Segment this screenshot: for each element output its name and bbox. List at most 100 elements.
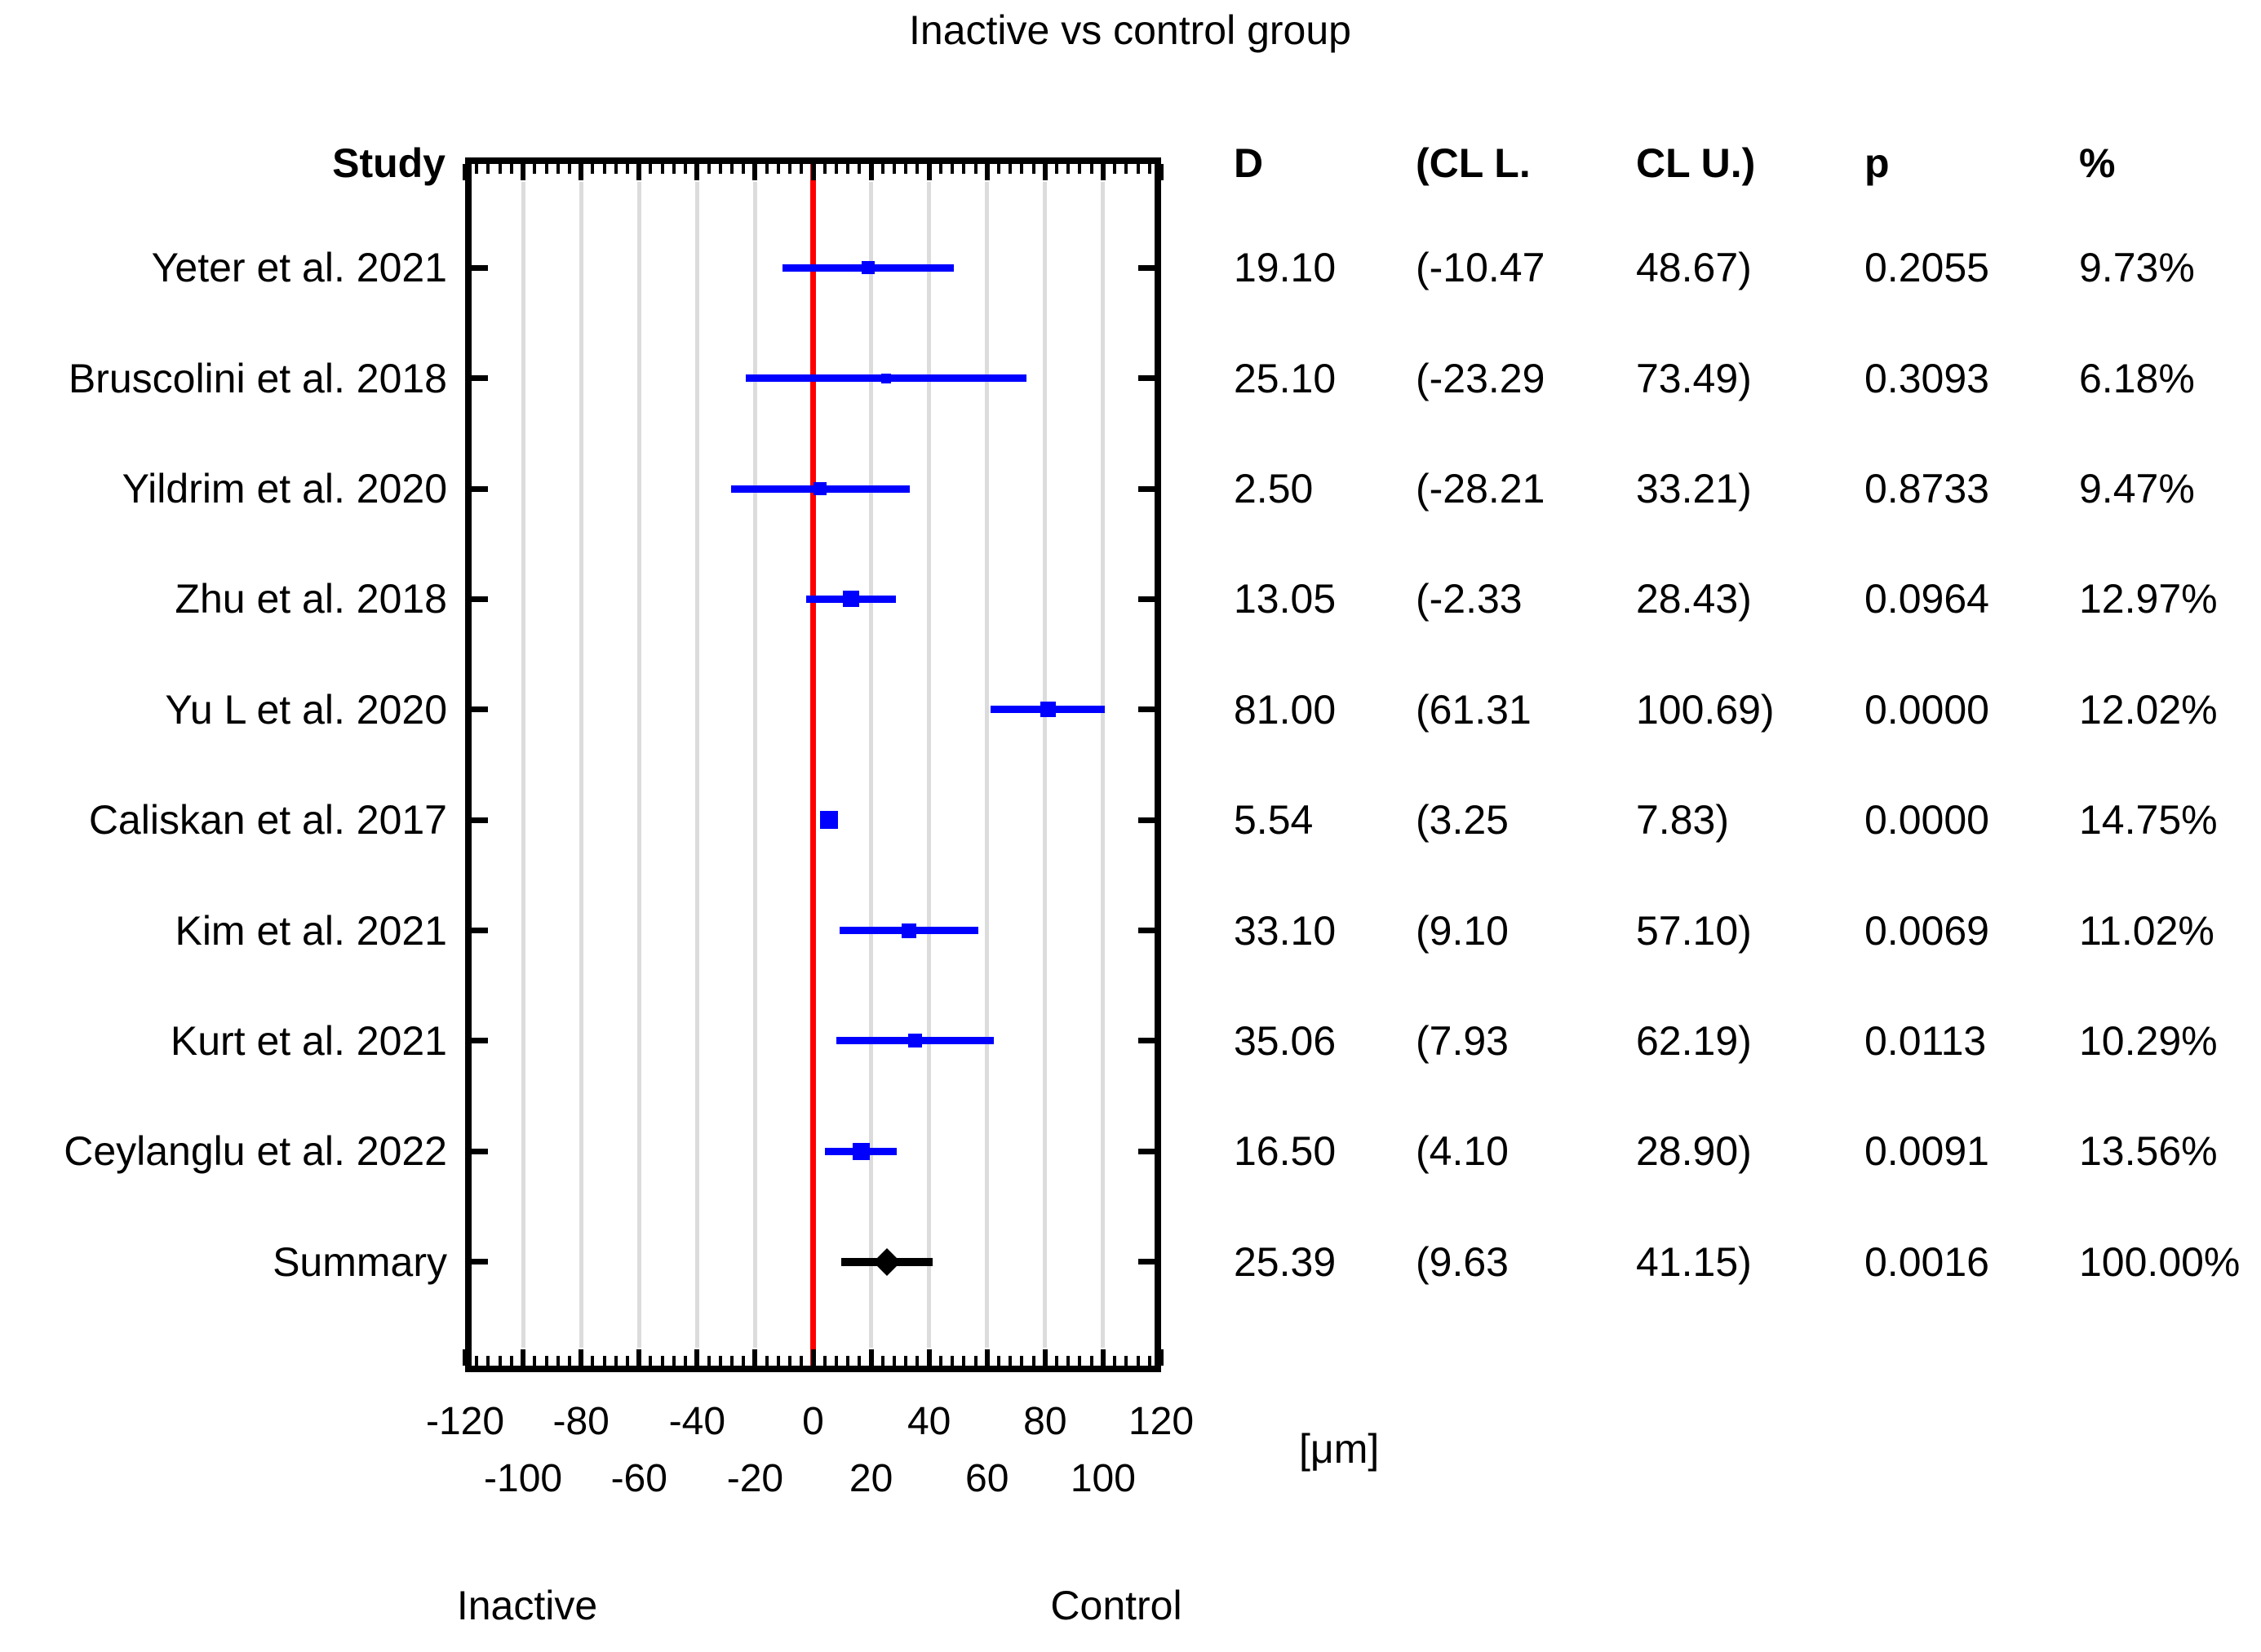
x-axis-tick-bottom xyxy=(1066,1356,1071,1366)
gridline xyxy=(869,182,874,1348)
x-axis-tick-bottom xyxy=(846,1356,850,1366)
table-cell-d: 19.10 xyxy=(1234,245,1337,291)
x-axis-tick-top xyxy=(776,164,780,174)
table-cell-cl-upper: 7.83) xyxy=(1636,797,1729,844)
x-axis-tick-top xyxy=(810,164,816,180)
x-axis-tick-bottom xyxy=(707,1356,711,1366)
x-axis-tick-top xyxy=(951,164,955,174)
x-axis-tick-top xyxy=(1042,164,1048,180)
x-axis-tick-top xyxy=(1031,164,1035,174)
x-axis-tick-bottom xyxy=(694,1349,700,1366)
x-axis-tick-bottom xyxy=(533,1356,537,1366)
study-point-marker xyxy=(907,1034,922,1048)
x-axis-tick-bottom xyxy=(498,1356,502,1366)
x-axis-tick-bottom xyxy=(475,1356,479,1366)
x-tick-label: 0 xyxy=(802,1400,824,1443)
table-cell-p: 0.3093 xyxy=(1864,355,1989,401)
table-cell-d: 13.05 xyxy=(1234,576,1337,622)
x-tick-label: -40 xyxy=(668,1400,726,1443)
x-axis-tick-top xyxy=(521,164,526,180)
table-cell-p: 0.0000 xyxy=(1864,686,1989,733)
column-header-cl-upper: CL U.) xyxy=(1636,140,1756,186)
x-axis-tick-bottom xyxy=(591,1356,595,1366)
x-axis-tick-top xyxy=(846,164,850,174)
x-tick-label: 20 xyxy=(849,1457,893,1500)
row-tick-right xyxy=(1138,817,1155,823)
x-axis-tick-bottom xyxy=(996,1356,1000,1366)
study-label: Bruscolini et al. 2018 xyxy=(68,355,447,401)
x-axis-tick-top xyxy=(729,164,734,174)
x-axis-tick-top xyxy=(556,164,560,174)
table-cell-cl-upper: 100.69) xyxy=(1636,686,1775,733)
chart-title: Inactive vs control group xyxy=(909,7,1351,53)
row-tick-left xyxy=(472,375,488,382)
x-axis-tick-bottom xyxy=(521,1349,526,1366)
x-axis-tick-bottom xyxy=(1113,1356,1117,1366)
table-cell-weight: 100.00% xyxy=(2079,1238,2241,1285)
x-tick-label: 60 xyxy=(965,1457,1009,1500)
table-cell-p: 0.2055 xyxy=(1864,245,1989,291)
gridline xyxy=(1101,182,1106,1348)
study-label: Kim et al. 2021 xyxy=(175,907,447,954)
table-cell-d: 25.39 xyxy=(1234,1238,1337,1285)
x-axis-tick-bottom xyxy=(579,1349,584,1366)
row-tick-right xyxy=(1138,706,1155,713)
table-cell-cl-upper: 33.21) xyxy=(1636,466,1752,512)
x-tick-label: 120 xyxy=(1128,1400,1195,1443)
table-cell-weight: 11.02% xyxy=(2079,907,2214,954)
zero-reference-line xyxy=(810,164,816,1366)
row-tick-right xyxy=(1138,596,1155,602)
x-axis-tick-top xyxy=(1147,164,1151,174)
table-cell-d: 16.50 xyxy=(1234,1128,1337,1175)
x-axis-tick-bottom xyxy=(1078,1356,1082,1366)
x-axis-tick-bottom xyxy=(636,1349,642,1366)
x-axis-tick-top xyxy=(904,164,908,174)
x-axis-tick-bottom xyxy=(718,1356,722,1366)
table-cell-weight: 12.02% xyxy=(2079,686,2218,733)
x-axis-tick-top xyxy=(973,164,978,174)
x-axis-tick-top xyxy=(915,164,920,174)
x-axis-tick-top xyxy=(996,164,1000,174)
row-tick-right xyxy=(1138,264,1155,271)
x-axis-tick-top xyxy=(765,164,769,174)
x-axis-tick-bottom xyxy=(822,1356,827,1366)
x-axis-tick-bottom xyxy=(810,1349,816,1366)
x-tick-label: -100 xyxy=(484,1457,563,1500)
x-axis-tick-bottom xyxy=(893,1356,897,1366)
x-axis-tick-top xyxy=(475,164,479,174)
x-axis-tick-bottom xyxy=(626,1356,630,1366)
table-cell-cl-lower: (9.63 xyxy=(1416,1238,1509,1285)
x-axis-tick-bottom xyxy=(984,1349,990,1366)
x-axis-tick-top xyxy=(602,164,606,174)
x-axis-tick-bottom xyxy=(1031,1356,1035,1366)
x-axis-tick-bottom xyxy=(904,1356,908,1366)
x-axis-tick-top xyxy=(880,164,884,174)
x-axis-tick-bottom xyxy=(1042,1349,1048,1366)
x-axis-tick-top xyxy=(486,164,490,174)
row-tick-right xyxy=(1138,375,1155,382)
x-axis-tick-top xyxy=(1136,164,1140,174)
x-tick-label: 40 xyxy=(907,1400,951,1443)
table-cell-d: 25.10 xyxy=(1234,355,1337,401)
table-cell-d: 2.50 xyxy=(1234,466,1314,512)
table-cell-cl-upper: 28.43) xyxy=(1636,576,1752,622)
x-axis-tick-top xyxy=(868,164,874,180)
x-axis-tick-top xyxy=(1020,164,1024,174)
x-axis-tick-bottom xyxy=(684,1356,688,1366)
study-point-marker xyxy=(820,811,839,830)
x-axis-tick-top xyxy=(718,164,722,174)
x-axis-tick-bottom xyxy=(962,1356,966,1366)
x-axis-tick-top xyxy=(1113,164,1117,174)
table-cell-cl-upper: 41.15) xyxy=(1636,1238,1752,1285)
table-cell-d: 81.00 xyxy=(1234,686,1337,733)
x-axis-tick-top xyxy=(752,164,758,180)
x-axis-tick-bottom xyxy=(880,1356,884,1366)
column-header-p: p xyxy=(1864,140,1890,186)
table-cell-weight: 9.47% xyxy=(2079,466,2195,512)
row-tick-left xyxy=(472,485,488,492)
x-axis-tick-bottom xyxy=(614,1356,618,1366)
x-axis-tick-top xyxy=(591,164,595,174)
x-axis-tick-top xyxy=(614,164,618,174)
